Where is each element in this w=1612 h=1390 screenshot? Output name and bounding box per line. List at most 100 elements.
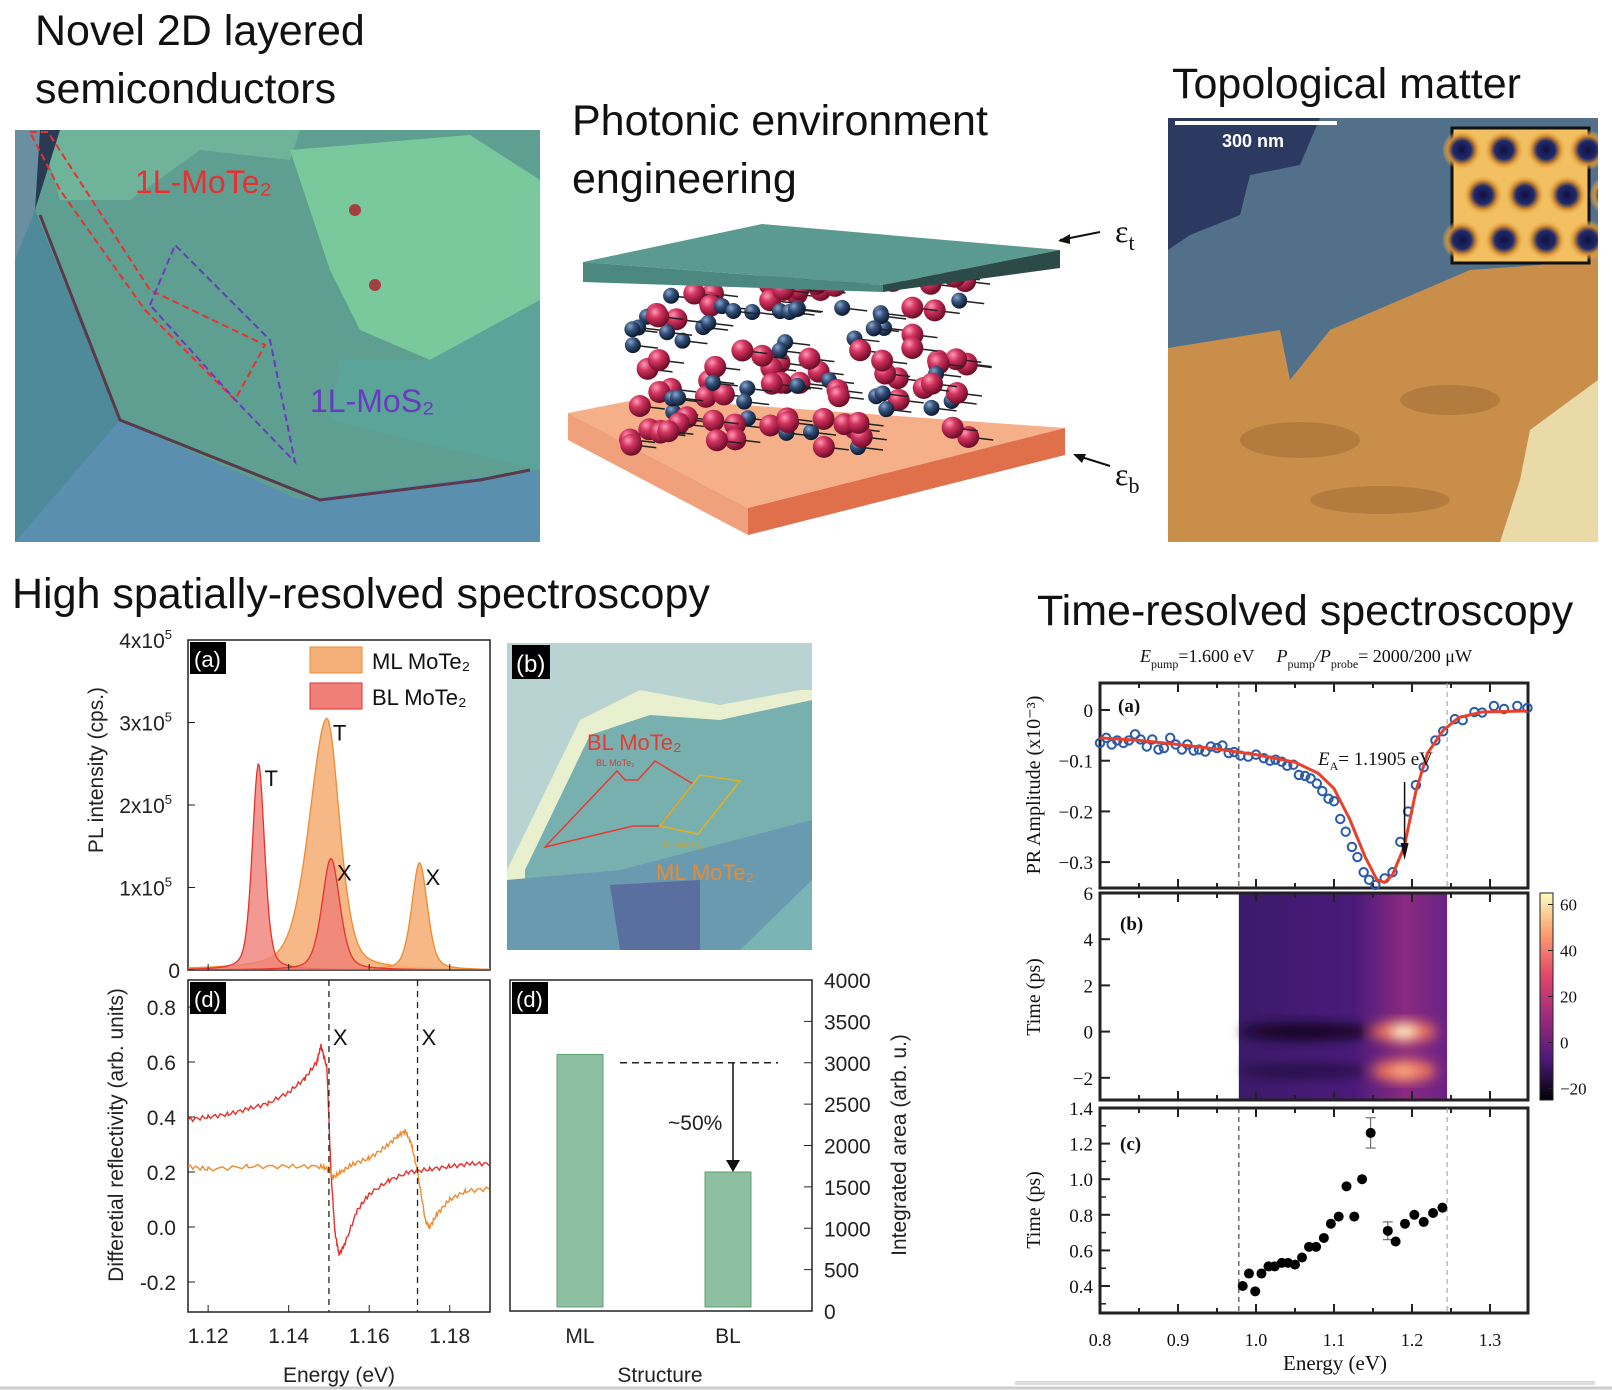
ea-subscript: A [1330, 759, 1339, 773]
pr-fit-curve [1099, 709, 1528, 884]
semiconductor-micrograph: 1L-MoTe₂ 1L-MoS₂ [15, 130, 540, 542]
chalcogen-atom [694, 385, 717, 408]
y-tick-label: 2 [1084, 976, 1094, 997]
inset-lattice-site [1568, 130, 1598, 170]
chalcogen-atom [812, 407, 835, 430]
chalcogen-atom [724, 428, 747, 451]
y-tick-label: 0 [824, 1301, 836, 1324]
bar-axes [509, 979, 813, 1312]
y-tick-label: 4x105 [119, 627, 172, 653]
pr-data-point [1323, 793, 1334, 804]
chalcogen-atom [712, 383, 735, 406]
heatmap-peak-core [1392, 1025, 1417, 1038]
chalcogen-atom [921, 372, 944, 395]
metal-atom [725, 303, 742, 320]
stm-inset [1442, 126, 1598, 265]
pr-data-point [1299, 770, 1311, 782]
x-tick-label: ML [565, 1325, 594, 1348]
label-bl-mote2-small: BL MoTe₂ [596, 758, 635, 768]
peak-label-t: T [264, 766, 277, 791]
peak-label-t: T [333, 720, 346, 745]
dr-series-line [188, 1043, 490, 1257]
x-tick-label: 1.3 [1479, 1330, 1502, 1350]
lifetime-panel-label: (c) [1120, 1134, 1141, 1155]
colorbar-tick-label: −20 [1560, 1080, 1587, 1099]
heatmap-negative-band [1240, 1023, 1373, 1040]
metal-atom [744, 303, 761, 320]
epsilon-top-label: εt [1115, 213, 1135, 255]
lifetime-data-point [1365, 1127, 1376, 1138]
lifetime-data-point [1399, 1218, 1410, 1229]
pr-data-point [1158, 742, 1170, 754]
label-1l-mos2: 1L-MoS₂ [310, 383, 434, 419]
y-tick-label: 0.2 [147, 1162, 176, 1185]
pr-data-point [1335, 813, 1346, 825]
inset-lattice-site [1463, 175, 1503, 215]
lifetime-data-point [1333, 1211, 1344, 1222]
y-tick-label: 3000 [824, 1053, 871, 1076]
y-tick-label: 0 [1084, 1023, 1094, 1044]
tick-base: 3x10 [119, 713, 165, 736]
legend-swatch [309, 646, 363, 674]
tick-exponent: 5 [165, 627, 172, 642]
metal-atom [659, 324, 676, 341]
lifetime-data-point [1418, 1216, 1429, 1227]
heatmap-peak-core [1392, 1064, 1417, 1077]
lifetime-data-point [1250, 1286, 1261, 1297]
pr-data-point [1488, 700, 1500, 712]
y-tick-label: 2x105 [119, 792, 172, 818]
y-tick-label: 0 [168, 960, 180, 983]
inset-lattice-site [1442, 220, 1482, 260]
chalcogen-atom [760, 372, 783, 395]
arrowhead-icon [1058, 234, 1070, 244]
tick-base: 1x10 [119, 878, 165, 901]
lifetime-data-point [1243, 1268, 1254, 1279]
topological-title: Topological matter [1172, 60, 1521, 108]
metal-atom [874, 385, 891, 402]
chalcogen-atom [683, 282, 706, 305]
inset-lattice-site [1568, 220, 1598, 260]
pr-data-point [1129, 729, 1141, 740]
pr-data-point [1147, 734, 1158, 745]
lifetime-x-axis-label: Energy (eV) [1283, 1351, 1387, 1375]
legend-swatch [309, 682, 363, 710]
y-tick-label: 0.8 [1069, 1206, 1093, 1227]
lifetime-data-point [1256, 1268, 1267, 1279]
chalcogen-atom [871, 349, 894, 372]
lifetime-data-point [1290, 1259, 1300, 1270]
y-tick-label: 500 [824, 1260, 859, 1283]
bar-bl [704, 1171, 752, 1308]
arrowhead-icon [726, 1159, 740, 1172]
chalcogen-atom [731, 339, 754, 362]
y-tick-label: 2000 [824, 1136, 871, 1159]
x-tick-label: 1.12 [188, 1325, 229, 1348]
photonic-title-line1: Photonic environment [572, 97, 988, 145]
heatmap-features [1240, 1020, 1437, 1082]
bar-ml [556, 1053, 604, 1308]
lifetime-axes [1098, 1106, 1530, 1315]
scale-bar-label: 300 nm [1222, 131, 1284, 151]
y-tick-label: 4 [1084, 930, 1094, 951]
y-tick-label: 1.0 [1069, 1170, 1093, 1191]
tick-base: 2x10 [119, 795, 165, 818]
metal-atom [788, 301, 805, 318]
exciton-marker-label: X [333, 1025, 348, 1050]
lifetime-data-point [1437, 1202, 1448, 1213]
y-tick-label: 0.8 [147, 997, 176, 1020]
pr-data-point [1193, 744, 1205, 755]
bar-x-axis-label: Structure [617, 1364, 702, 1387]
heatmap-panel-label: (b) [1120, 914, 1143, 935]
metal-atom [834, 299, 851, 316]
chalcogen-atom [849, 339, 872, 362]
panel-label-bg [190, 982, 226, 1014]
lifetime-data-point [1390, 1236, 1401, 1247]
inset-lattice-site [1526, 220, 1566, 260]
x-tick-label: 0.8 [1089, 1330, 1112, 1350]
chalcogen-atom [628, 394, 651, 417]
panel-label-bg [190, 642, 226, 674]
atom-lattice [619, 260, 994, 458]
dr-series-line [188, 1128, 490, 1230]
pl-panel-label: (a) [194, 647, 221, 672]
photonic-title-line2: engineering [572, 155, 797, 203]
